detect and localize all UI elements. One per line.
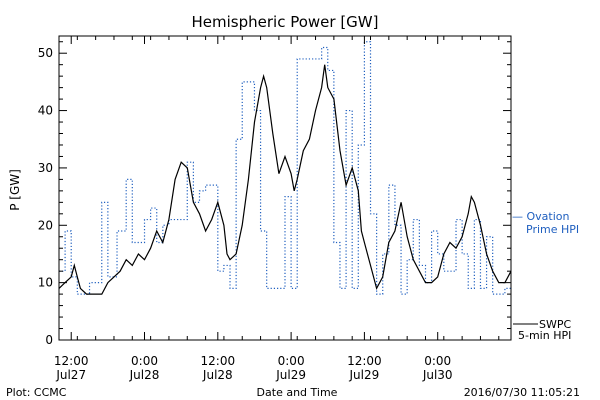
y-tick-label: 50 (38, 46, 53, 60)
x-tick-time-label: 12:00 (347, 354, 382, 368)
x-tick-date-label: Jul27 (55, 368, 86, 382)
x-tick-time-label: 12:00 (54, 354, 89, 368)
x-tick-date-label: Jul28 (129, 368, 160, 382)
y-tick-label: 0 (45, 333, 53, 347)
x-tick-date-label: Jul28 (202, 368, 233, 382)
y-tick-label: 10 (38, 276, 53, 290)
x-axis-label: Date and Time (257, 386, 338, 399)
legend-ovation-sublabel: Prime HPI (526, 223, 579, 236)
x-tick-time-label: 12:00 (201, 354, 236, 368)
chart-title: Hemispheric Power [GW] (192, 13, 379, 31)
ovation-prime-hpi-line (59, 41, 511, 295)
y-tick-label: 40 (38, 104, 53, 118)
y-axis-label: P [GW] (8, 169, 22, 211)
legend-swpc-label: SWPC (539, 318, 571, 331)
plot-credit: Plot: CCMC (6, 386, 67, 399)
x-tick-date-label: Jul30 (422, 368, 453, 382)
y-tick-label: 20 (38, 218, 53, 232)
x-tick-time-label: 0:00 (278, 354, 305, 368)
x-tick-time-label: 0:00 (131, 354, 158, 368)
plot-timestamp: 2016/07/30 11:05:21 (464, 386, 580, 399)
plot-frame (58, 35, 512, 341)
y-tick-label: 30 (38, 161, 53, 175)
x-tick-date-label: Jul29 (349, 368, 380, 382)
x-tick-time-label: 0:00 (424, 354, 451, 368)
x-tick-date-label: Jul29 (275, 368, 306, 382)
legend-swpc-sublabel: 5-min HPI (518, 329, 571, 342)
legend-ovation-label: — Ovation (512, 210, 570, 223)
swpc-hpi-line (58, 64, 512, 295)
